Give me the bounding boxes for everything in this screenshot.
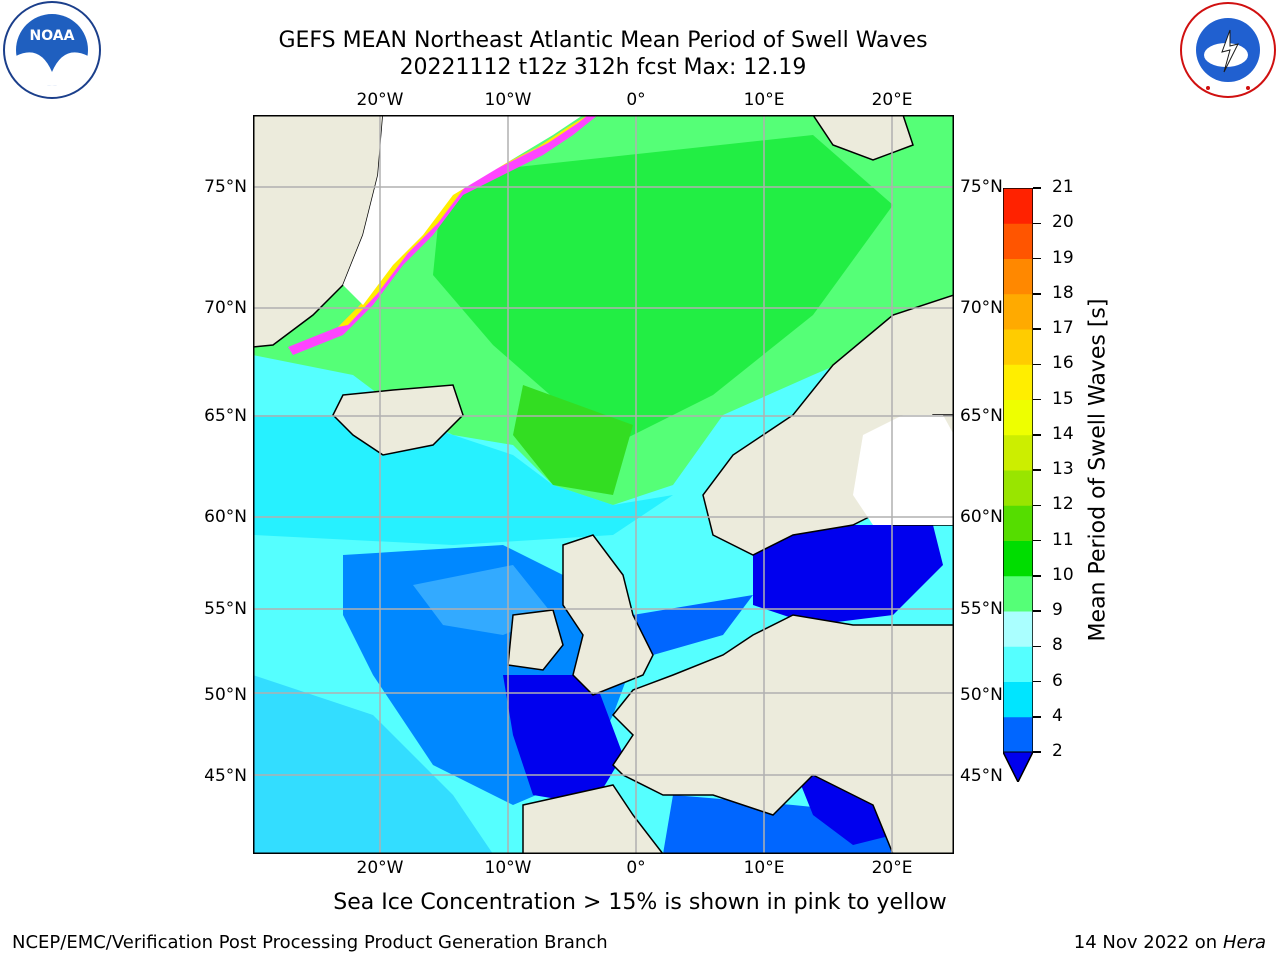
lat-label-right: 70°N xyxy=(960,298,1003,318)
colorbar-tick-label: 17 xyxy=(1052,318,1074,338)
colorbar xyxy=(1002,187,1034,784)
colorbar-tick-mark xyxy=(1033,610,1041,612)
colorbar-tick-label: 13 xyxy=(1052,459,1074,479)
colorbar-tick-mark xyxy=(1033,645,1041,647)
colorbar-tick-label: 4 xyxy=(1052,705,1063,726)
nws-logo xyxy=(1178,0,1278,100)
colorbar-segment xyxy=(1003,611,1033,647)
colorbar-segment xyxy=(1003,646,1033,682)
lat-label-left: 70°N xyxy=(204,298,247,318)
graticule xyxy=(253,115,954,854)
colorbar-tick-mark xyxy=(1033,575,1041,577)
colorbar-tick-label: 10 xyxy=(1052,564,1074,585)
colorbar-tick-label: 12 xyxy=(1052,494,1074,515)
colorbar-tick-mark xyxy=(1033,363,1041,365)
colorbar-tick-label: 11 xyxy=(1052,529,1074,550)
sea-ice-note: Sea Ice Concentration > 15% is shown in … xyxy=(333,890,947,915)
lon-label-bottom: 10°E xyxy=(743,858,785,878)
colorbar-segment xyxy=(1003,293,1033,330)
lat-label-left: 45°N xyxy=(204,766,247,786)
colorbar-segment xyxy=(1003,681,1033,718)
lon-label-bottom: 20°W xyxy=(356,858,404,878)
lon-label-top: 10°W xyxy=(484,90,532,110)
colorbar-tick-label: 8 xyxy=(1052,635,1063,656)
colorbar-tick-mark xyxy=(1033,222,1041,224)
colorbar-tick-mark xyxy=(1033,751,1041,753)
colorbar-segment xyxy=(1003,575,1033,612)
colorbar-tick-label: 6 xyxy=(1052,670,1063,691)
date-stamp: 14 Nov 2022 on Hera xyxy=(1074,932,1266,953)
colorbar-segment xyxy=(1003,364,1033,400)
map-frame xyxy=(253,115,954,854)
colorbar-title: Mean Period of Swell Waves [s] xyxy=(1085,298,1111,642)
lat-label-right: 45°N xyxy=(960,766,1003,786)
colorbar-svg xyxy=(1002,187,1034,784)
noaa-logo: NOAA xyxy=(0,0,105,100)
lat-label-right: 60°N xyxy=(960,507,1003,527)
colorbar-tick-mark xyxy=(1033,293,1041,295)
lat-label-left: 65°N xyxy=(204,406,247,426)
colorbar-segment xyxy=(1003,258,1033,295)
colorbar-segment xyxy=(1003,470,1033,506)
colorbar-tick-mark xyxy=(1033,504,1041,506)
colorbar-segment xyxy=(1003,223,1033,259)
lon-label-top: 10°E xyxy=(743,90,785,110)
colorbar-segment xyxy=(1003,188,1033,224)
lon-label-top: 0° xyxy=(626,90,646,110)
noaa-logo-text: NOAA xyxy=(30,28,75,44)
lat-label-right: 75°N xyxy=(960,177,1003,197)
lon-label-top: 20°W xyxy=(356,90,404,110)
colorbar-tick-mark xyxy=(1033,434,1041,436)
lon-label-bottom: 20°E xyxy=(871,858,913,878)
colorbar-segment xyxy=(1003,540,1033,577)
colorbar-segment xyxy=(1003,716,1033,753)
colorbar-tick-mark xyxy=(1033,398,1041,401)
colorbar-tick-label: 21 xyxy=(1052,177,1074,197)
lat-label-left: 50°N xyxy=(204,685,247,705)
colorbar-segment xyxy=(1003,399,1033,436)
colorbar-tick-mark xyxy=(1033,257,1041,260)
map-panel xyxy=(253,115,954,854)
colorbar-tick-label: 20 xyxy=(1052,212,1074,233)
colorbar-tick-label: 9 xyxy=(1052,600,1063,620)
colorbar-under-triangle xyxy=(1002,751,1034,784)
colorbar-tick-label: 15 xyxy=(1052,388,1074,409)
chart-subtitle: 20221112 t12z 312h fcst Max: 12.19 xyxy=(399,55,807,80)
lat-label-right: 65°N xyxy=(960,406,1003,426)
colorbar-tick-label: 18 xyxy=(1052,282,1074,303)
lon-label-top: 20°E xyxy=(871,90,913,110)
chart-title: GEFS MEAN Northeast Atlantic Mean Period… xyxy=(278,28,928,53)
lat-label-left: 60°N xyxy=(204,507,247,527)
colorbar-tick-mark xyxy=(1033,187,1041,189)
colorbar-tick-mark xyxy=(1033,539,1041,542)
colorbar-tick-label: 19 xyxy=(1052,247,1074,268)
map-svg xyxy=(253,115,954,854)
date-text: 14 Nov 2022 on xyxy=(1073,932,1218,953)
credit-text: NCEP/EMC/Verification Post Processing Pr… xyxy=(12,932,608,953)
colorbar-tick-label: 14 xyxy=(1052,423,1074,444)
colorbar-segment xyxy=(1003,329,1033,365)
colorbar-tick-mark xyxy=(1033,469,1041,471)
lon-label-bottom: 10°W xyxy=(484,858,532,878)
colorbar-segment xyxy=(1003,505,1033,541)
colorbar-tick-mark xyxy=(1033,680,1041,683)
lon-label-bottom: 0° xyxy=(626,858,646,878)
lat-label-right: 50°N xyxy=(960,685,1003,705)
colorbar-tick-mark xyxy=(1033,328,1041,330)
machine-name: Hera xyxy=(1222,932,1266,953)
lat-label-left: 55°N xyxy=(204,599,247,619)
colorbar-segment xyxy=(1003,434,1033,471)
lat-label-right: 55°N xyxy=(960,599,1003,619)
colorbar-tick-label: 2 xyxy=(1052,741,1063,761)
colorbar-tick-label: 16 xyxy=(1052,353,1074,374)
colorbar-tick-mark xyxy=(1033,716,1041,718)
lat-label-left: 75°N xyxy=(204,177,247,197)
